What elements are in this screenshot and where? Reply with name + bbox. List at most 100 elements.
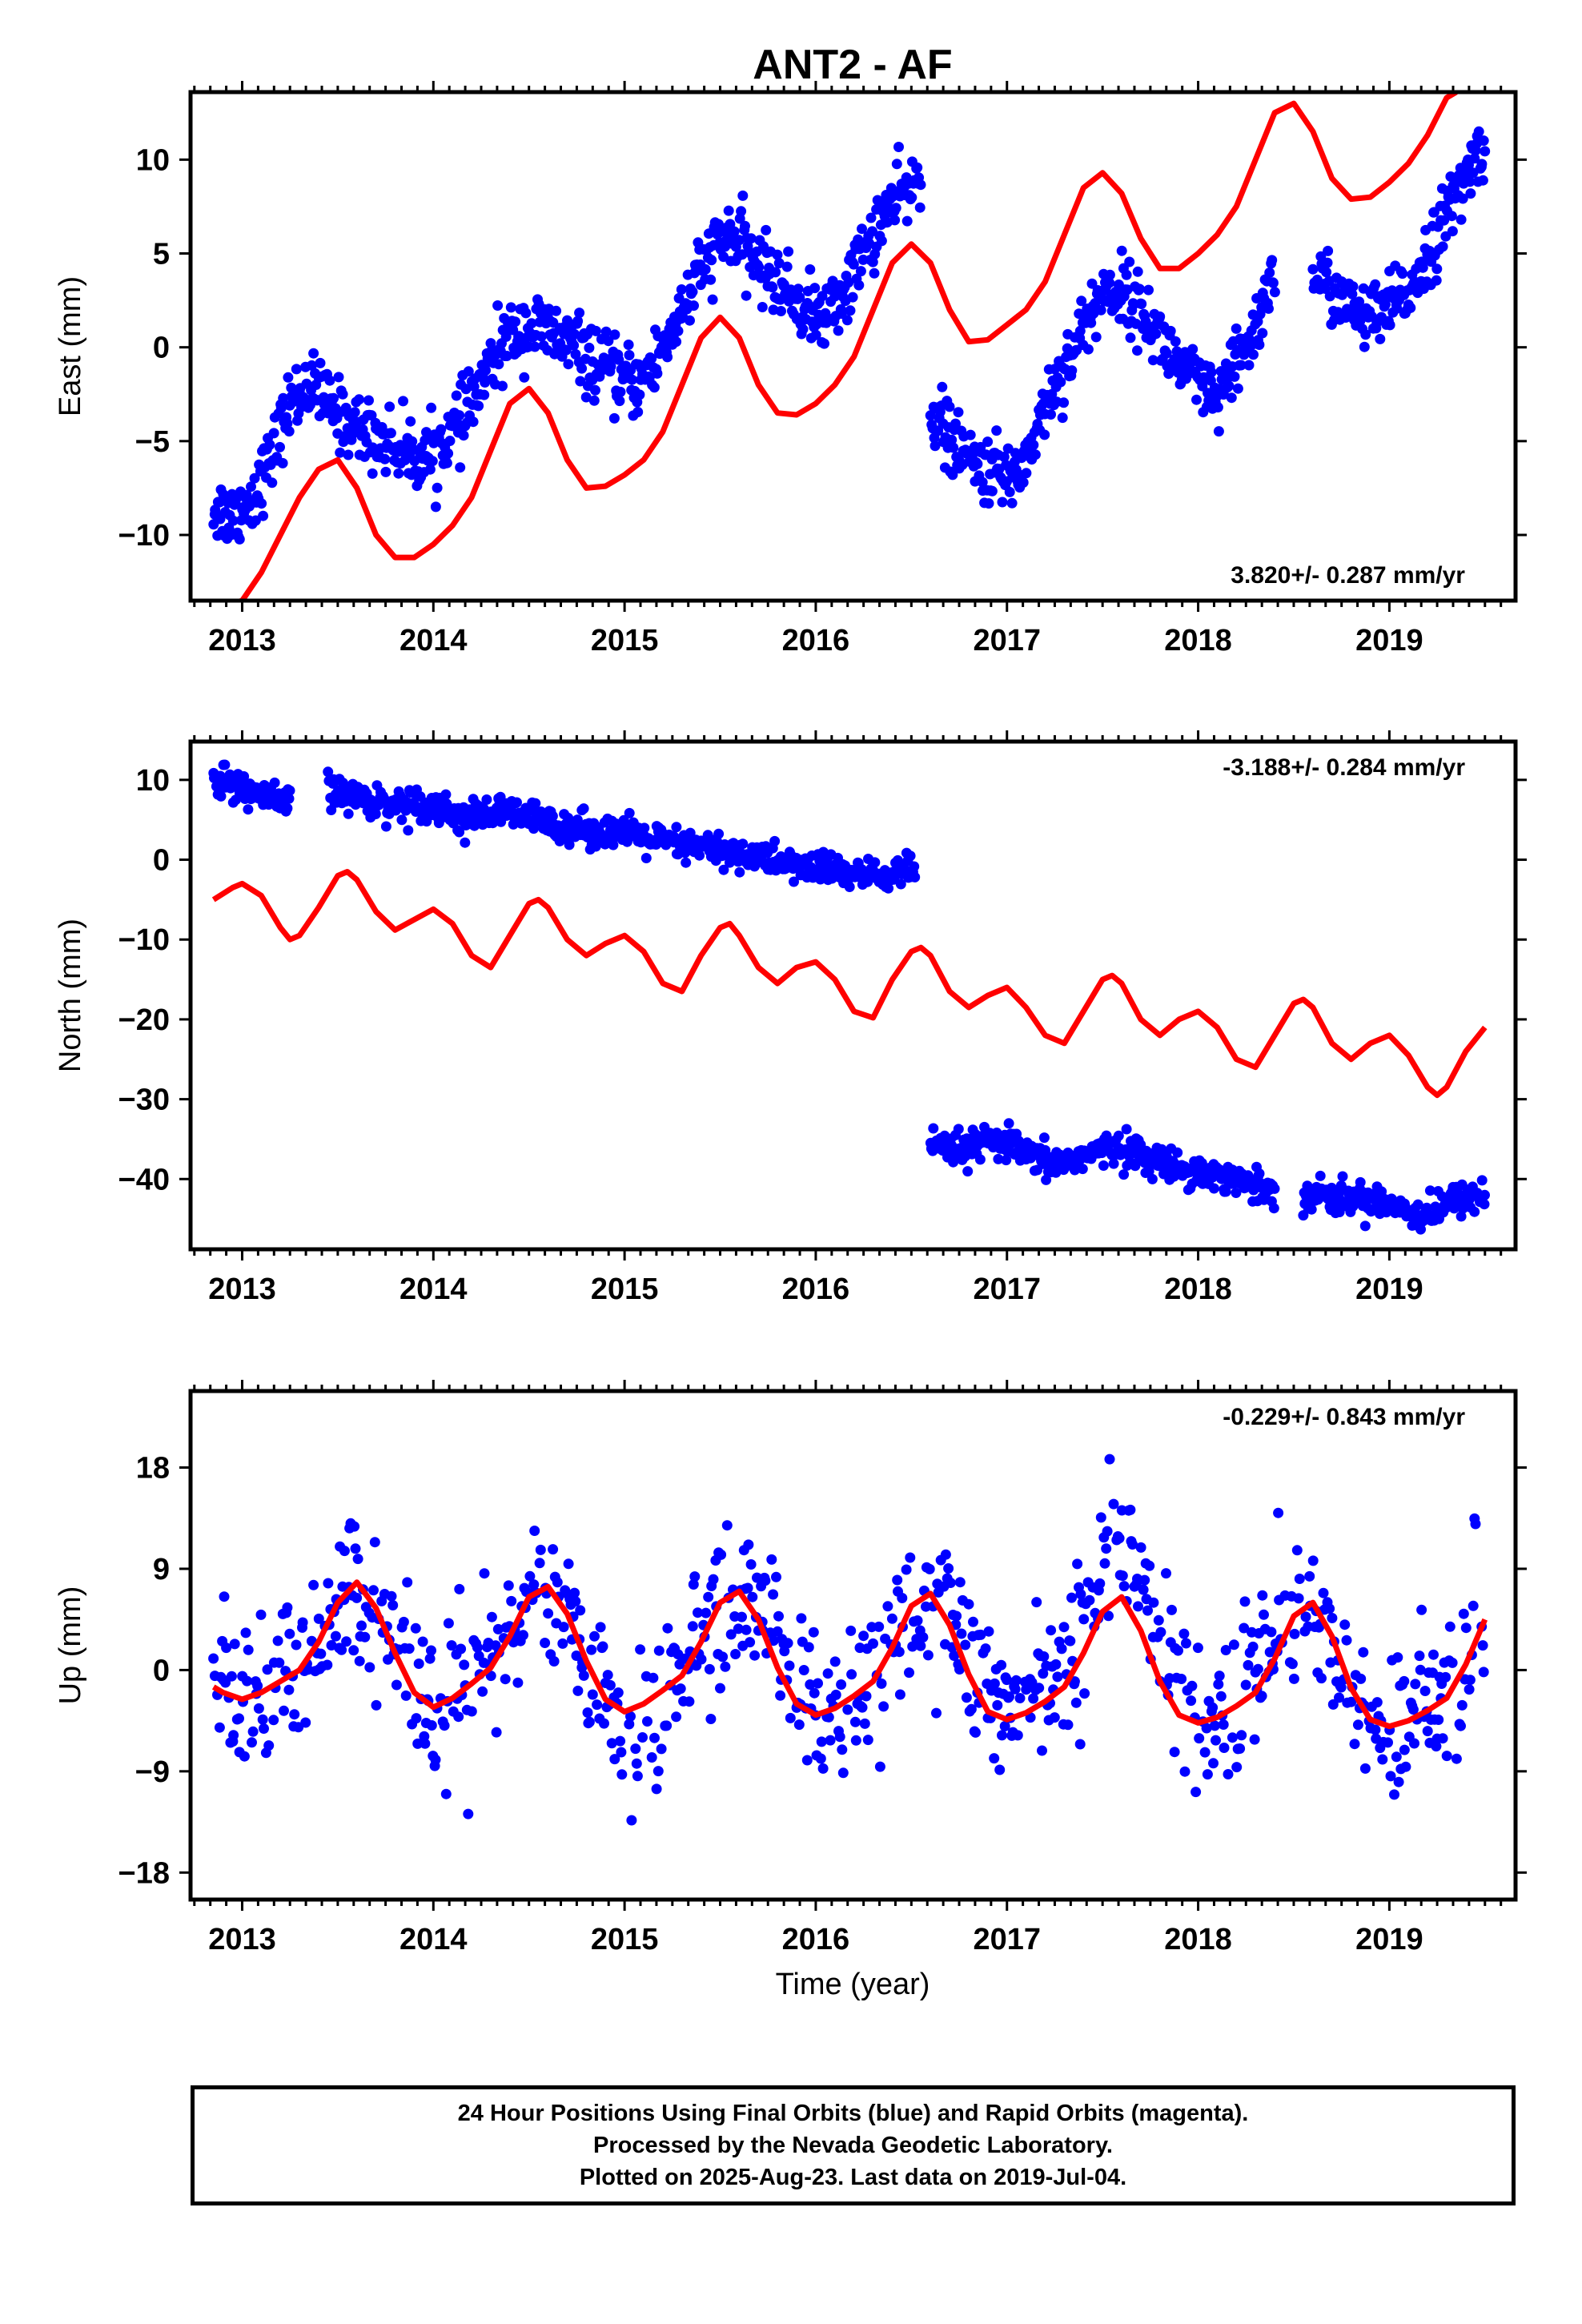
east-point [1006,497,1018,509]
east-point [998,452,1010,462]
east-point [1439,215,1450,226]
up-point [689,1571,701,1582]
up-point [803,1642,814,1653]
north-point [1172,1147,1183,1158]
east-point [991,425,1002,436]
up-point [411,1713,422,1724]
up-point [624,1719,635,1730]
north-y-tick-label: −40 [118,1163,170,1196]
east-point [853,279,865,291]
up-point [578,1670,589,1681]
east-point [1267,277,1279,288]
north-points [208,759,1490,1235]
east-point [1082,344,1094,355]
up-point [924,1563,935,1574]
north-point [1143,1166,1154,1176]
east-point [809,283,821,294]
up-point [1288,1673,1299,1684]
east-point [267,477,278,489]
east-point [590,325,601,336]
up-point [1431,1741,1442,1752]
up-point [1392,1652,1403,1663]
up-point [351,1592,363,1603]
east-point [890,203,901,214]
east-rate-annotation: 3.820+/- 0.287 mm/yr [1231,562,1465,589]
east-point [845,305,856,316]
up-y-tick-label: 9 [153,1553,170,1586]
north-point [681,857,692,868]
up-point [793,1719,805,1731]
east-point [493,359,504,370]
up-point [631,1758,642,1769]
up-point [1214,1671,1225,1682]
east-point [580,392,592,403]
up-point [582,1707,593,1718]
up-point [970,1727,981,1738]
north-point [1146,1173,1158,1184]
up-point [1056,1643,1067,1655]
east-point [588,395,600,406]
east-point [997,497,1008,508]
east-point [1191,394,1202,405]
up-point [773,1610,784,1622]
up-point [548,1656,560,1667]
up-point [1050,1659,1062,1670]
east-point [473,400,484,412]
up-point [592,1699,603,1711]
up-point [745,1637,756,1648]
east-point [783,246,794,257]
east-point [1267,255,1278,266]
up-point [915,1640,926,1651]
east-point [1150,328,1162,340]
up-frame [188,1389,1518,1902]
up-point [552,1577,563,1588]
north-point [215,790,227,802]
up-point [816,1736,827,1747]
east-point [460,384,472,395]
up-point [945,1578,956,1588]
east-point [1121,269,1132,280]
up-point [1441,1751,1452,1762]
up-point [586,1644,597,1655]
north-point [269,777,280,788]
up-point [506,1595,517,1606]
east-point [1437,241,1448,252]
up-point [1108,1498,1119,1510]
north-point [639,822,650,834]
up-point [1058,1622,1070,1633]
north-point [953,1124,964,1135]
east-point [600,326,612,337]
east-point [1264,267,1275,278]
up-point [604,1679,616,1691]
up-point [557,1638,568,1649]
east-point [333,372,344,383]
up-point [226,1671,237,1682]
up-point [440,1788,452,1799]
up-point [917,1632,929,1642]
up-x-tick-label: 2019 [1355,1923,1423,1956]
up-y-axis-label: Up (mm) [54,1586,87,1705]
east-point [685,315,695,326]
up-point [830,1689,841,1700]
east-point [671,336,682,348]
up-point [1169,1747,1180,1758]
up-point [491,1727,502,1738]
north-point [481,794,492,805]
up-point [859,1718,870,1729]
up-point [1101,1543,1112,1554]
north-point [578,803,589,814]
up-x-tick-label: 2013 [208,1923,276,1956]
north-point [974,1154,986,1165]
north-point [243,804,254,815]
east-point [1134,283,1145,295]
up-point [642,1716,652,1727]
up-point [420,1738,431,1749]
east-point [398,396,408,407]
up-point [1194,1733,1205,1744]
up-point [1383,1737,1393,1748]
east-point [912,162,923,173]
up-point [1046,1625,1057,1636]
up-point [208,1653,219,1664]
up-points [208,1454,1489,1826]
north-point [547,810,558,822]
